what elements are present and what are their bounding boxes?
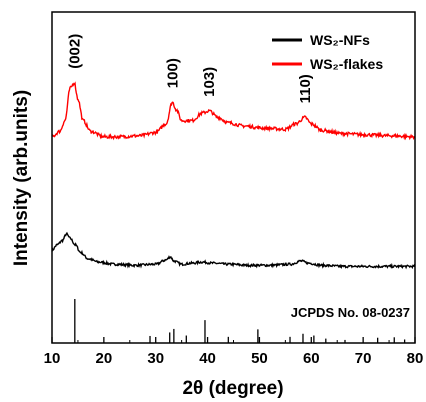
x-tick-label: 50 xyxy=(251,350,268,367)
reference-label: JCPDS No. 08-0237 xyxy=(291,305,410,320)
legend-label: WS₂-flakes xyxy=(310,56,383,72)
peak-label: (002) xyxy=(66,34,83,69)
peak-label: 100) xyxy=(164,58,181,88)
series-group xyxy=(51,81,416,270)
legend-label: WS₂-NFs xyxy=(310,32,370,48)
x-tick-label: 80 xyxy=(407,350,424,367)
x-axis: 10 20 30 40 50 60 70 80 xyxy=(44,337,424,367)
peak-label: 110) xyxy=(297,74,314,103)
peak-label: 103) xyxy=(201,67,218,97)
x-axis-label: 2θ (degree) xyxy=(182,378,283,399)
x-tick-label: 70 xyxy=(355,350,372,367)
x-tick-label: 10 xyxy=(44,350,61,367)
series-line-ws2-nfs xyxy=(51,231,416,270)
x-tick-label: 20 xyxy=(96,350,113,367)
series-line-ws2-flakes xyxy=(51,81,415,141)
y-axis-label: Intensity (arb.units) xyxy=(11,90,32,266)
x-tick-label: 30 xyxy=(147,350,164,367)
legend: WS₂-NFs WS₂-flakes xyxy=(272,32,383,72)
peak-labels: (002) 100) 103) 110) xyxy=(66,34,314,104)
x-tick-label: 40 xyxy=(199,350,216,367)
x-tick-label: 60 xyxy=(303,350,320,367)
